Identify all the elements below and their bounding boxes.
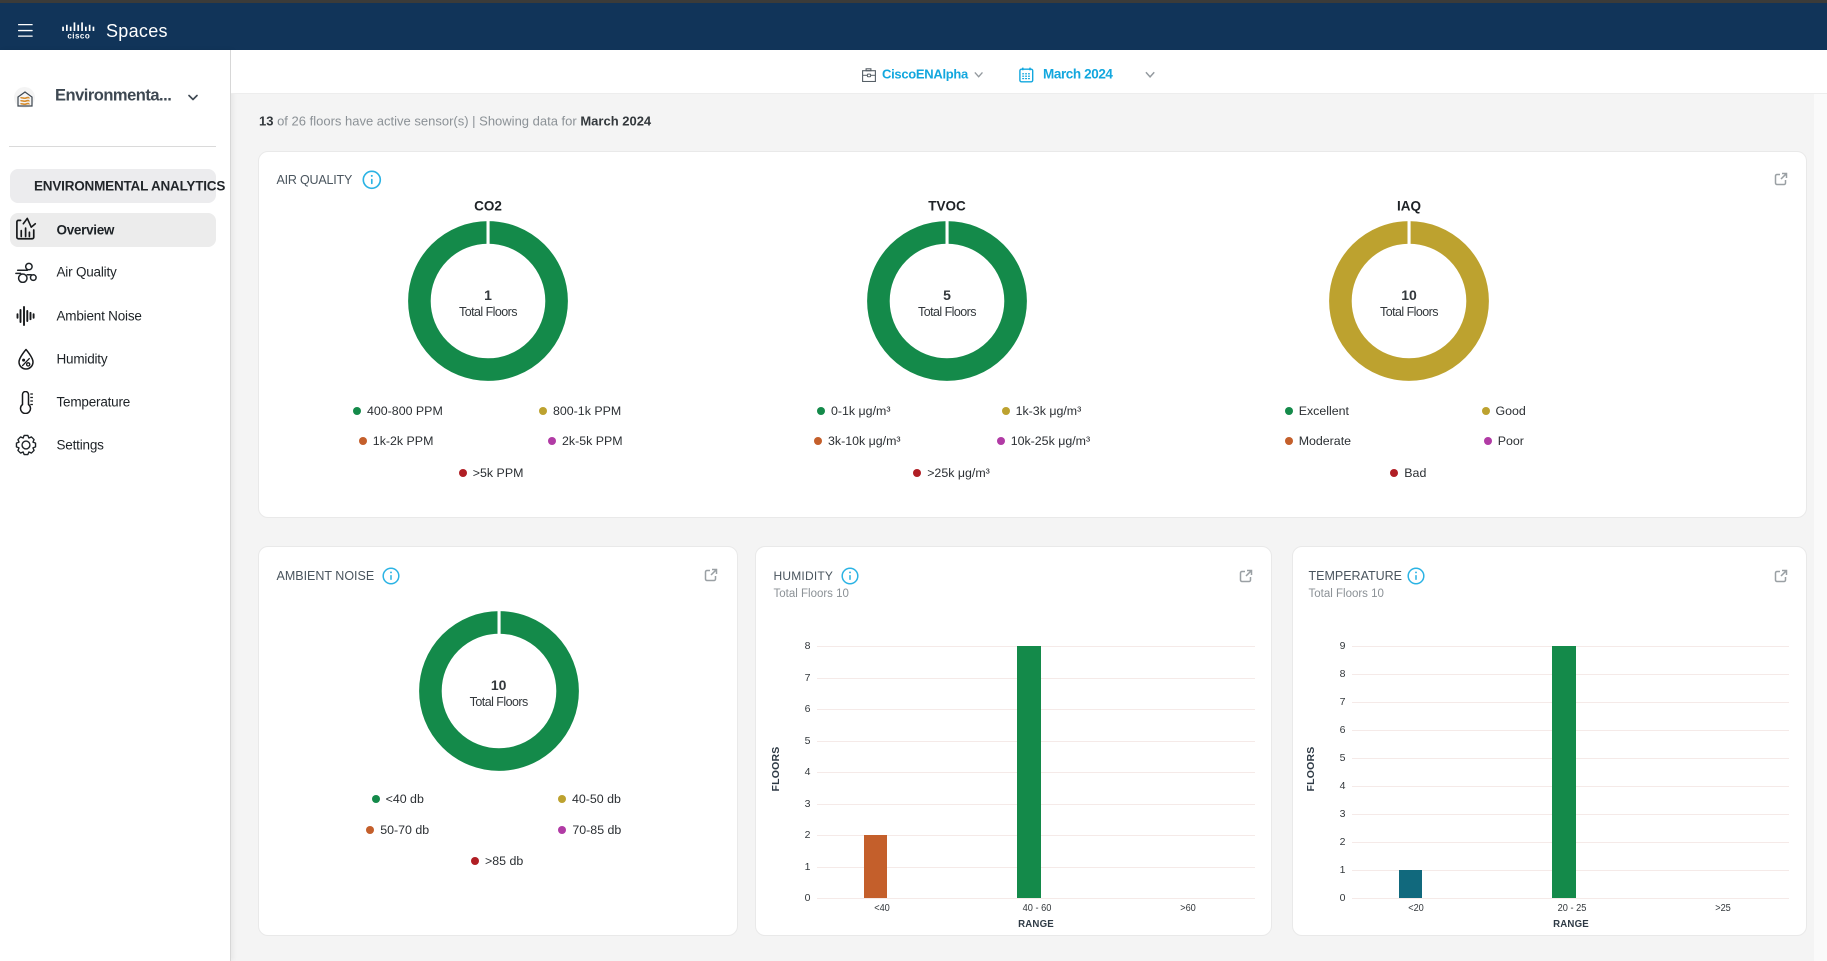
svg-text:cisco: cisco	[67, 32, 90, 41]
